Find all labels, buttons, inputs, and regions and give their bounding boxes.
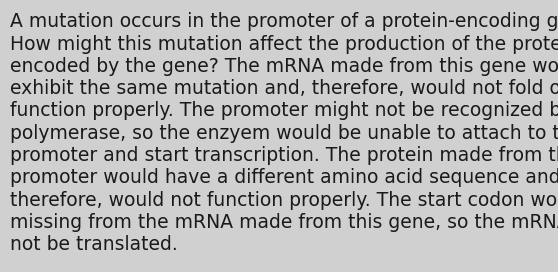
Text: promoter and start transcription. The protein made from the: promoter and start transcription. The pr… bbox=[10, 146, 558, 165]
Text: How might this mutation affect the production of the protein: How might this mutation affect the produ… bbox=[10, 35, 558, 54]
Text: therefore, would not function properly. The start codon would be: therefore, would not function properly. … bbox=[10, 191, 558, 210]
Text: function properly. The promoter might not be recognized by RNA: function properly. The promoter might no… bbox=[10, 101, 558, 120]
Text: exhibit the same mutation and, therefore, would not fold or: exhibit the same mutation and, therefore… bbox=[10, 79, 558, 98]
Text: encoded by the gene? The mRNA made from this gene would: encoded by the gene? The mRNA made from … bbox=[10, 57, 558, 76]
Text: promoter would have a different amino acid sequence and,: promoter would have a different amino ac… bbox=[10, 168, 558, 187]
Text: missing from the mRNA made from this gene, so the mRNA could: missing from the mRNA made from this gen… bbox=[10, 213, 558, 232]
Text: A mutation occurs in the promoter of a protein-encoding gene.: A mutation occurs in the promoter of a p… bbox=[10, 12, 558, 31]
Text: not be translated.: not be translated. bbox=[10, 235, 178, 254]
Text: polymerase, so the enzyem would be unable to attach to the: polymerase, so the enzyem would be unabl… bbox=[10, 124, 558, 143]
